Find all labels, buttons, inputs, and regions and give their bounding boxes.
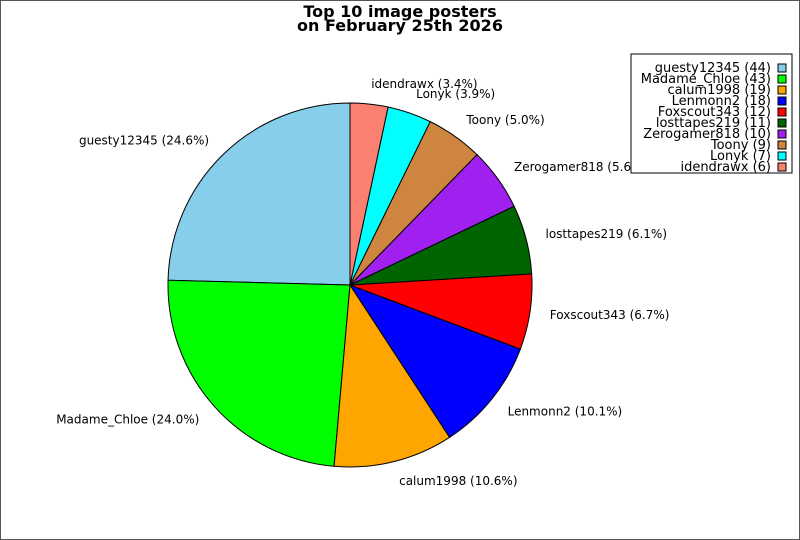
- pie-slice-lenmonn2: [348, 283, 521, 439]
- legend-entry-foxscout343: Foxscout343 (12): [658, 105, 771, 120]
- legend-entry-madame_chloe: Madame_Chloe (43): [641, 72, 771, 87]
- pie-slice-calum1998: [333, 283, 451, 468]
- legend-entry-lonyk: Lonyk (7): [710, 149, 771, 164]
- legend-swatch-madame_chloe: [777, 74, 787, 84]
- chart-title-line-1: Top 10 image posters: [303, 2, 496, 21]
- chart-title-line-2: on February 25th 2026: [297, 16, 503, 35]
- legend-swatch-lenmonn2: [777, 96, 787, 106]
- legend-entry-idendrawx: idendrawx (6): [680, 160, 771, 175]
- pie-slice-guesty12345: [167, 102, 351, 286]
- slice-label-zerogamer818: Zerogamer818 (5.6%): [514, 160, 647, 174]
- legend-swatch-idendrawx: [777, 162, 787, 172]
- legend-swatch-foxscout343: [777, 107, 787, 117]
- slice-label-toony: Toony (5.0%): [465, 113, 544, 127]
- slice-label-lenmonn2: Lenmonn2 (10.1%): [508, 404, 623, 418]
- legend-swatch-losttapes219: [777, 118, 787, 128]
- legend-entry-guesty12345: guesty12345 (44): [655, 61, 771, 76]
- slice-label-guesty12345: guesty12345 (24.6%): [79, 133, 209, 147]
- legend-entry-lenmonn2: Lenmonn2 (18): [672, 94, 771, 109]
- slice-label-idendrawx: idendrawx (3.4%): [371, 77, 477, 91]
- pie-slice-idendrawx: [349, 102, 389, 286]
- pie-slice-madame_chloe: [167, 279, 351, 467]
- legend-swatch-toony: [777, 140, 787, 150]
- legend-swatch-zerogamer818: [777, 129, 787, 139]
- legend-entry-calum1998: calum1998 (19): [667, 83, 771, 98]
- slice-label-lonyk: Lonyk (3.9%): [416, 87, 495, 101]
- slice-label-calum1998: calum1998 (10.6%): [399, 474, 517, 488]
- chart-legend: guesty12345 (44)Madame_Chloe (43)calum19…: [630, 53, 793, 175]
- pie-slices: [167, 102, 533, 468]
- slice-label-losttapes219: losttapes219 (6.1%): [546, 227, 668, 241]
- pie-slice-labels: guesty12345 (24.6%) Madame_Chloe (24.0%) c…: [56, 77, 669, 488]
- slice-label-foxscout343: Foxscout343 (6.7%): [550, 308, 670, 322]
- legend-swatch-calum1998: [777, 85, 787, 95]
- legend-swatch-lonyk: [777, 151, 787, 161]
- legend-box: [630, 53, 793, 174]
- legend-entry-losttapes219: losttapes219 (11): [656, 116, 771, 131]
- legend-swatch-guesty12345: [777, 63, 787, 73]
- slice-label-madame_chloe: Madame_Chloe (24.0%): [56, 413, 199, 427]
- legend-entry-toony: Toony (9): [710, 138, 771, 153]
- legend-entry-zerogamer818: Zerogamer818 (10): [643, 127, 771, 142]
